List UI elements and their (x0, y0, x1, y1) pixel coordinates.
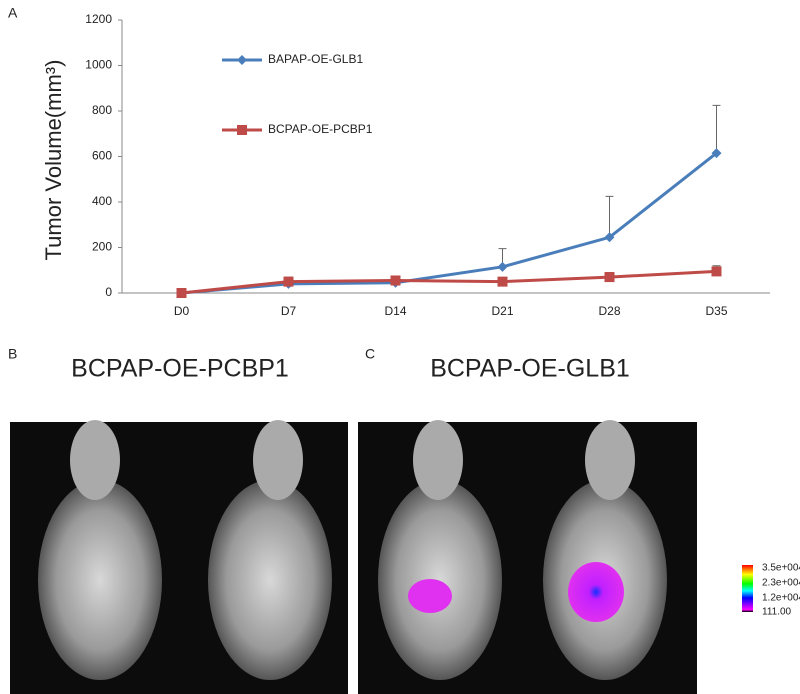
series-line (181, 151, 718, 295)
x-tick-label: D7 (281, 304, 297, 318)
colorbar-label: 111.00 (762, 607, 792, 618)
legend-label: BAPAP-OE-GLB1 (268, 52, 363, 66)
colorbar-label: 3.5e+004 (762, 563, 800, 574)
image-c (358, 420, 697, 694)
marker (237, 55, 247, 65)
y-axis-label: Tumor Volume(mm³) (41, 60, 66, 261)
panel-title: BCPAP-OE-GLB1 (430, 355, 630, 383)
marker (497, 276, 508, 287)
marker (283, 276, 294, 287)
y-tick-label: 0 (105, 285, 112, 299)
x-tick-label: D28 (598, 304, 620, 318)
error-bar (605, 195, 614, 238)
marker (497, 261, 508, 272)
marker (390, 275, 401, 286)
x-tick-label: D0 (174, 304, 190, 318)
panel-label: B (8, 346, 17, 362)
image-b (10, 420, 348, 694)
marker (604, 272, 615, 283)
legend-label: BCPAP-OE-PCBP1 (268, 122, 373, 136)
marker (711, 148, 722, 159)
colorbar-label: 2.3e+004 (762, 578, 800, 589)
marker (176, 288, 187, 298)
x-tick-label: D21 (491, 304, 513, 318)
error-bar (712, 104, 721, 154)
panel-title: BCPAP-OE-PCBP1 (71, 355, 289, 383)
colorbar-label: 1.2e+004 (762, 593, 800, 604)
marker (711, 266, 722, 277)
x-tick-label: D14 (384, 304, 406, 318)
y-tick-label: 600 (92, 149, 112, 163)
y-tick-label: 800 (92, 103, 112, 117)
y-tick-label: 1000 (85, 58, 112, 72)
y-tick-label: 400 (92, 194, 112, 208)
y-tick-label: 1200 (85, 12, 112, 26)
panel-label: C (365, 346, 375, 362)
marker (604, 232, 615, 243)
y-tick-label: 200 (92, 240, 112, 254)
x-tick-label: D35 (705, 304, 727, 318)
colorbar (742, 565, 753, 612)
series-line (181, 269, 717, 295)
marker (237, 125, 247, 135)
panel-label: A (8, 5, 18, 21)
